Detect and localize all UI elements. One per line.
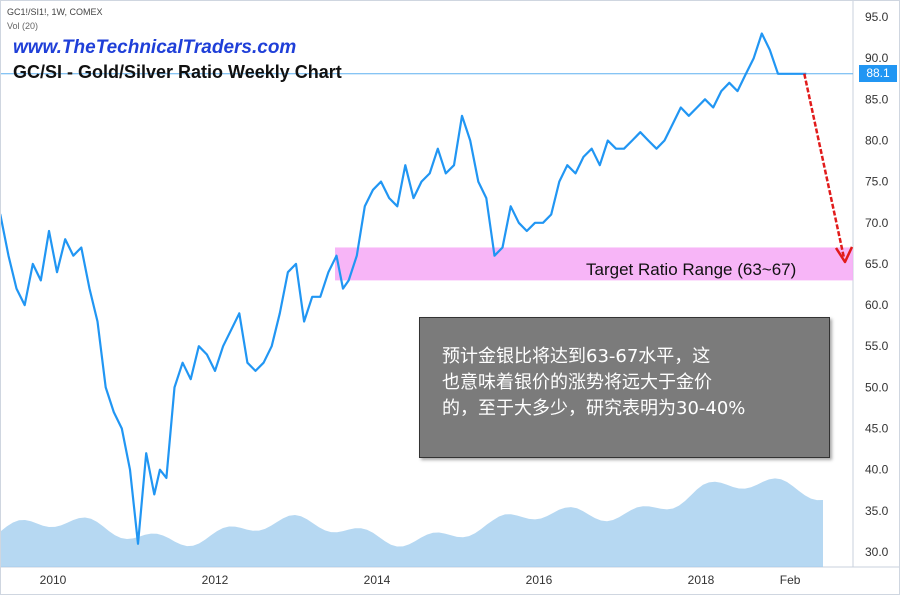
x-tick-label: 2014 bbox=[364, 573, 391, 587]
x-tick-label: Feb bbox=[780, 573, 801, 587]
annotation-note-box: 预计金银比将达到63-67水平，这 也意味着银价的涨势将远大于金价 的，至于大多… bbox=[419, 317, 830, 458]
target-zone bbox=[335, 247, 853, 281]
volume-legend: Vol (20) bbox=[7, 21, 39, 31]
x-tick-label: 2018 bbox=[688, 573, 715, 587]
annotation-note-text: 预计金银比将达到63-67水平，这 也意味着银价的涨势将远大于金价 的，至于大多… bbox=[442, 346, 746, 419]
projection-arrow-shaft bbox=[803, 73, 846, 259]
ratio-series-line bbox=[1, 32, 807, 545]
y-tick-label: 60.0 bbox=[865, 298, 889, 312]
volume-area bbox=[1, 478, 823, 567]
x-tick-label: 2016 bbox=[526, 573, 553, 587]
projection-arrow-head bbox=[834, 246, 854, 264]
y-tick-label: 65.0 bbox=[865, 257, 889, 271]
y-tick-label: 70.0 bbox=[865, 216, 889, 230]
y-tick-label: 95.0 bbox=[865, 10, 889, 24]
y-tick-label: 50.0 bbox=[865, 380, 889, 394]
y-tick-label: 75.0 bbox=[865, 175, 889, 189]
y-tick-label: 85.0 bbox=[865, 92, 889, 106]
y-tick-label: 80.0 bbox=[865, 133, 889, 147]
y-tick-label: 90.0 bbox=[865, 51, 889, 65]
y-tick-label: 40.0 bbox=[865, 463, 889, 477]
target-range-label: Target Ratio Range (63~67) bbox=[586, 260, 797, 279]
symbol-line: GC1!/SI1!, 1W, COMEX bbox=[7, 7, 103, 17]
website-watermark: www.TheTechnicalTraders.com bbox=[13, 37, 297, 58]
y-tick-label: 30.0 bbox=[865, 545, 889, 559]
x-tick-label: 2010 bbox=[40, 573, 67, 587]
chart-title: GC/SI - Gold/Silver Ratio Weekly Chart bbox=[13, 62, 342, 82]
y-tick-label: 45.0 bbox=[865, 422, 889, 436]
last-price-tag: 88.1 bbox=[859, 65, 897, 82]
y-tick-label: 35.0 bbox=[865, 504, 889, 518]
y-tick-label: 55.0 bbox=[865, 339, 889, 353]
x-tick-label: 2012 bbox=[202, 573, 229, 587]
